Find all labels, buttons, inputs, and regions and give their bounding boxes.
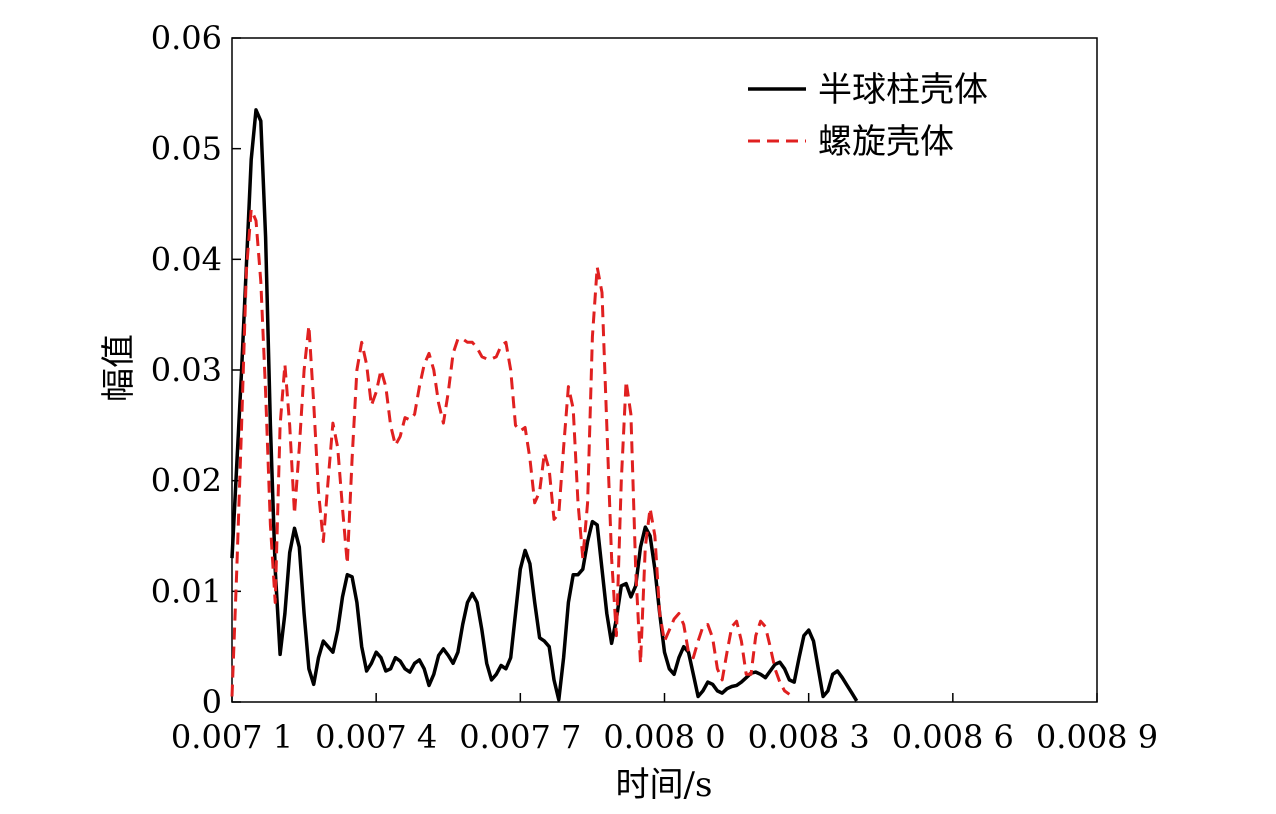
series-line-1 — [230, 108, 859, 702]
series-lines — [230, 108, 859, 702]
x-axis-title: 时间/s — [616, 765, 713, 805]
y-tick-label: 0.05 — [151, 130, 222, 168]
x-tick-label: 0.007 1 — [171, 718, 293, 756]
x-tick-label: 0.007 7 — [459, 718, 581, 756]
x-tick-label: 0.008 6 — [892, 718, 1014, 756]
y-tick-label: 0.06 — [151, 19, 222, 57]
y-axis-title: 幅值 — [99, 334, 139, 402]
x-tick-label: 0.008 9 — [1036, 718, 1158, 756]
legend-label: 半球柱壳体 — [818, 70, 988, 110]
y-tick-label: 0 — [202, 683, 222, 721]
y-tick-label: 0.01 — [151, 572, 222, 610]
y-tick-label: 0.02 — [151, 462, 222, 500]
plot-frame — [231, 37, 1098, 703]
legend-label: 螺旋壳体 — [818, 122, 954, 162]
y-tick-label: 0.03 — [151, 351, 222, 389]
x-axis-ticks: 0.007 1 0.007 4 0.007 7 0.008 0 0.008 3 0.008… — [171, 693, 1158, 756]
x-tick-label: 0.007 4 — [315, 718, 437, 756]
series-line-2 — [230, 208, 791, 697]
y-tick-label: 0.04 — [151, 240, 222, 278]
x-tick-label: 0.008 0 — [603, 718, 725, 756]
x-tick-label: 0.008 3 — [748, 718, 870, 756]
y-axis-ticks: 0 0.01 0.02 0.03 0.04 0.05 0.06 — [151, 19, 241, 721]
